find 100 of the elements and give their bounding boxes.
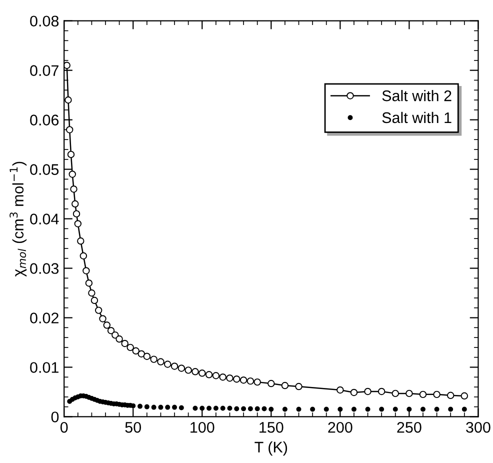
x-tick-label: 150 [260,422,284,433]
point [379,406,384,412]
point [172,404,178,410]
y-tick-label: 0.04 [30,214,59,224]
point [158,404,164,410]
point [262,406,267,412]
point [143,352,151,360]
point [164,360,172,368]
point [82,267,90,274]
point [77,237,84,245]
point [150,356,158,363]
point [350,388,358,396]
point [338,406,343,412]
point [220,406,226,411]
point [419,390,427,398]
point [392,406,398,412]
x-tick-label: 300 [466,422,490,433]
y-tick-label: 0.01 [30,362,58,373]
point [103,322,110,329]
x-axis-title: T (K) [254,441,288,456]
legend-label: Salt with 2 [382,90,452,102]
point [90,296,98,304]
point [310,406,316,412]
point [268,380,275,388]
point [206,406,212,411]
y-tick-label: 0 [51,412,59,422]
point [121,340,128,348]
point [151,404,156,410]
point [282,406,288,412]
point [296,406,302,412]
point [460,392,468,400]
point [446,392,454,400]
point [107,326,115,334]
point [406,390,413,398]
point [132,347,140,354]
point [178,364,186,372]
point [240,376,248,384]
point [241,406,246,412]
point [88,289,96,297]
point [157,358,164,366]
point [67,150,75,158]
point [72,200,79,208]
point [392,390,399,398]
point [80,252,88,260]
point [64,62,70,69]
point [226,374,234,382]
y-tick-label: 0.03 [30,263,59,274]
y-axis-title: χ$_{mol}$ (cm$^{3}$ mol$^{−1}$) [10,162,27,277]
point [324,406,329,412]
y-tick-label: 0.06 [30,114,59,126]
point [200,406,205,411]
point [295,382,302,390]
point [205,371,213,378]
point [246,377,254,385]
point [144,404,150,410]
point [74,220,82,228]
point [70,185,78,193]
point [254,406,260,412]
point [364,388,372,396]
point [212,372,220,380]
point [254,378,261,386]
point [234,406,240,412]
point [192,368,199,376]
point [72,210,80,218]
point [248,406,253,412]
y-tick-label: 0.08 [30,16,59,27]
x-tick-label: 250 [397,422,422,433]
legend-label: Salt with 1 [382,112,452,124]
point [365,406,370,412]
point [165,404,170,410]
point [192,406,198,411]
x-tick-label: 100 [190,422,214,433]
point [233,375,240,383]
point [213,406,218,411]
point [268,406,274,412]
point [462,406,467,412]
point [227,406,232,411]
point [94,306,102,314]
x-tick-label: 50 [125,422,142,433]
point [68,170,76,178]
point [126,344,134,352]
point [219,374,226,381]
point [138,350,146,358]
y-tick-label: 0.07 [30,65,58,76]
point [66,126,74,134]
point [433,390,440,398]
point [406,406,412,412]
point [138,404,143,409]
point [351,406,356,412]
x-tick-label: 200 [328,422,352,433]
point [99,315,106,322]
point [281,382,289,390]
point [116,335,123,343]
y-tick-label: 0.05 [30,164,59,175]
y-tick-label: 0.02 [30,312,58,324]
point [378,388,386,396]
point [198,370,206,377]
point [420,406,426,412]
x-tick-label: 0 [60,422,68,433]
point [434,406,440,412]
